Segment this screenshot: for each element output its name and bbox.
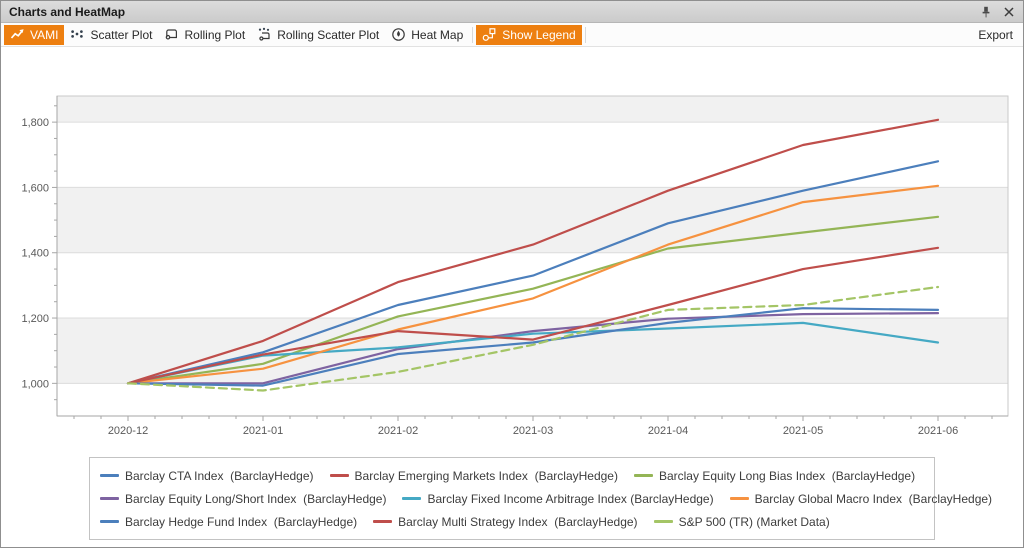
y-axis-label: 1,200 (21, 313, 49, 325)
toolbar-button-label: Scatter Plot (90, 28, 152, 42)
legend-item-barclay-equity-long-short-index: Barclay Equity Long/Short Index (Barclay… (100, 492, 386, 506)
heat-drop-icon (391, 27, 406, 42)
toolbar-button-show-legend[interactable]: Show Legend (476, 25, 581, 45)
chart-legend: Barclay CTA Index (BarclayHedge) Barclay … (89, 457, 935, 540)
legend-label: Barclay Global Macro Index (BarclayHedge… (755, 492, 992, 506)
legend-label: Barclay Equity Long Bias Index (BarclayH… (659, 469, 915, 483)
legend-item-barclay-global-macro-index: Barclay Global Macro Index (BarclayHedge… (730, 492, 992, 506)
legend-item-barclay-hedge-fund-index: Barclay Hedge Fund Index (BarclayHedge) (100, 515, 357, 529)
y-axis-label: 1,000 (21, 378, 49, 390)
scatter-dots-icon (70, 27, 85, 42)
vami-chart: 1,000 1,200 1,400 1,600 1,800 2020-12 2021-01 2… (1, 47, 1024, 449)
legend-row: Barclay Hedge Fund Index (BarclayHedge) B… (100, 511, 924, 532)
legend-marker (402, 497, 421, 500)
toolbar-separator (472, 27, 473, 43)
titlebar-controls (980, 6, 1015, 18)
toolbar-separator (585, 27, 586, 43)
legend-item-barclay-cta-index: Barclay CTA Index (BarclayHedge) (100, 469, 314, 483)
y-axis-label: 1,600 (21, 182, 49, 194)
legend-label: Barclay CTA Index (BarclayHedge) (125, 469, 314, 483)
legend-row: Barclay CTA Index (BarclayHedge) Barclay … (100, 465, 924, 486)
legend-marker (100, 520, 119, 523)
legend-item-s-p-500: S&P 500 (TR) (Market Data) (654, 515, 830, 529)
legend-row: Barclay Equity Long/Short Index (Barclay… (100, 488, 924, 509)
toolbar-button-rolling-scatter-plot[interactable]: Rolling Scatter Plot (251, 25, 385, 45)
legend-label: S&P 500 (TR) (Market Data) (679, 515, 830, 529)
x-axis-label: 2020-12 (108, 425, 148, 437)
legend-item-barclay-multi-strategy-index: Barclay Multi Strategy Index (BarclayHed… (373, 515, 637, 529)
legend-label: Barclay Equity Long/Short Index (Barclay… (125, 492, 386, 506)
pin-icon[interactable] (980, 6, 992, 18)
toolbar-button-rolling-plot[interactable]: Rolling Plot (158, 25, 251, 45)
y-axis-label: 1,800 (21, 117, 49, 129)
x-axis-label: 2021-04 (648, 425, 688, 437)
x-axis-label: 2021-02 (378, 425, 418, 437)
toolbar-button-label: Rolling Scatter Plot (277, 28, 379, 42)
x-axis-label: 2021-03 (513, 425, 553, 437)
scroll-scatter-icon (257, 27, 272, 42)
toolbar-button-label: Heat Map (411, 28, 463, 42)
chart-type-toolbar: VAMI Scatter Plot Rolling Plot Rolling Scat… (1, 23, 1023, 47)
x-axis-label: 2021-06 (918, 425, 958, 437)
legend-marker (634, 474, 653, 477)
toolbar-button-label: Rolling Plot (184, 28, 245, 42)
legend-label: Barclay Fixed Income Arbitrage Index (Ba… (427, 492, 713, 506)
legend-label: Barclay Multi Strategy Index (BarclayHed… (398, 515, 637, 529)
legend-marker (100, 474, 119, 477)
charts-window: Charts and HeatMap VAMI Scatter Plot Rolli… (0, 0, 1024, 548)
legend-marker (330, 474, 349, 477)
legend-label: Barclay Hedge Fund Index (BarclayHedge) (125, 515, 357, 529)
legend-item-barclay-emerging-markets-index: Barclay Emerging Markets Index (BarclayH… (330, 469, 618, 483)
legend-item-barclay-fixed-income-arbitrage-index: Barclay Fixed Income Arbitrage Index (Ba… (402, 492, 713, 506)
plot-band (57, 187, 1008, 252)
legend-item-barclay-equity-long-bias-index: Barclay Equity Long Bias Index (BarclayH… (634, 469, 915, 483)
toolbar-button-label: VAMI (30, 28, 58, 42)
line-chart-icon (10, 27, 25, 42)
export-button[interactable]: Export (966, 25, 1020, 45)
titlebar: Charts and HeatMap (1, 1, 1023, 23)
legend-marker (373, 520, 392, 523)
toolbar-button-heat-map[interactable]: Heat Map (385, 25, 469, 45)
x-axis-label: 2021-05 (783, 425, 823, 437)
plot-band (57, 96, 1008, 122)
toolbar-button-vami[interactable]: VAMI (4, 25, 64, 45)
x-axis-label: 2021-01 (243, 425, 283, 437)
legend-marker (730, 497, 749, 500)
scroll-icon (164, 27, 179, 42)
legend-marker (100, 497, 119, 500)
y-axis-label: 1,400 (21, 248, 49, 260)
export-label: Export (978, 28, 1013, 42)
close-icon[interactable] (1003, 6, 1015, 18)
chart-panel: 1,000 1,200 1,400 1,600 1,800 2020-12 2021-01 2… (1, 47, 1023, 547)
toolbar-button-label: Show Legend (502, 28, 575, 42)
toolbar-button-scatter-plot[interactable]: Scatter Plot (64, 25, 158, 45)
legend-marker (654, 520, 673, 523)
legend-boxes-icon (482, 27, 497, 42)
legend-label: Barclay Emerging Markets Index (BarclayH… (355, 469, 618, 483)
window-title: Charts and HeatMap (9, 5, 125, 19)
